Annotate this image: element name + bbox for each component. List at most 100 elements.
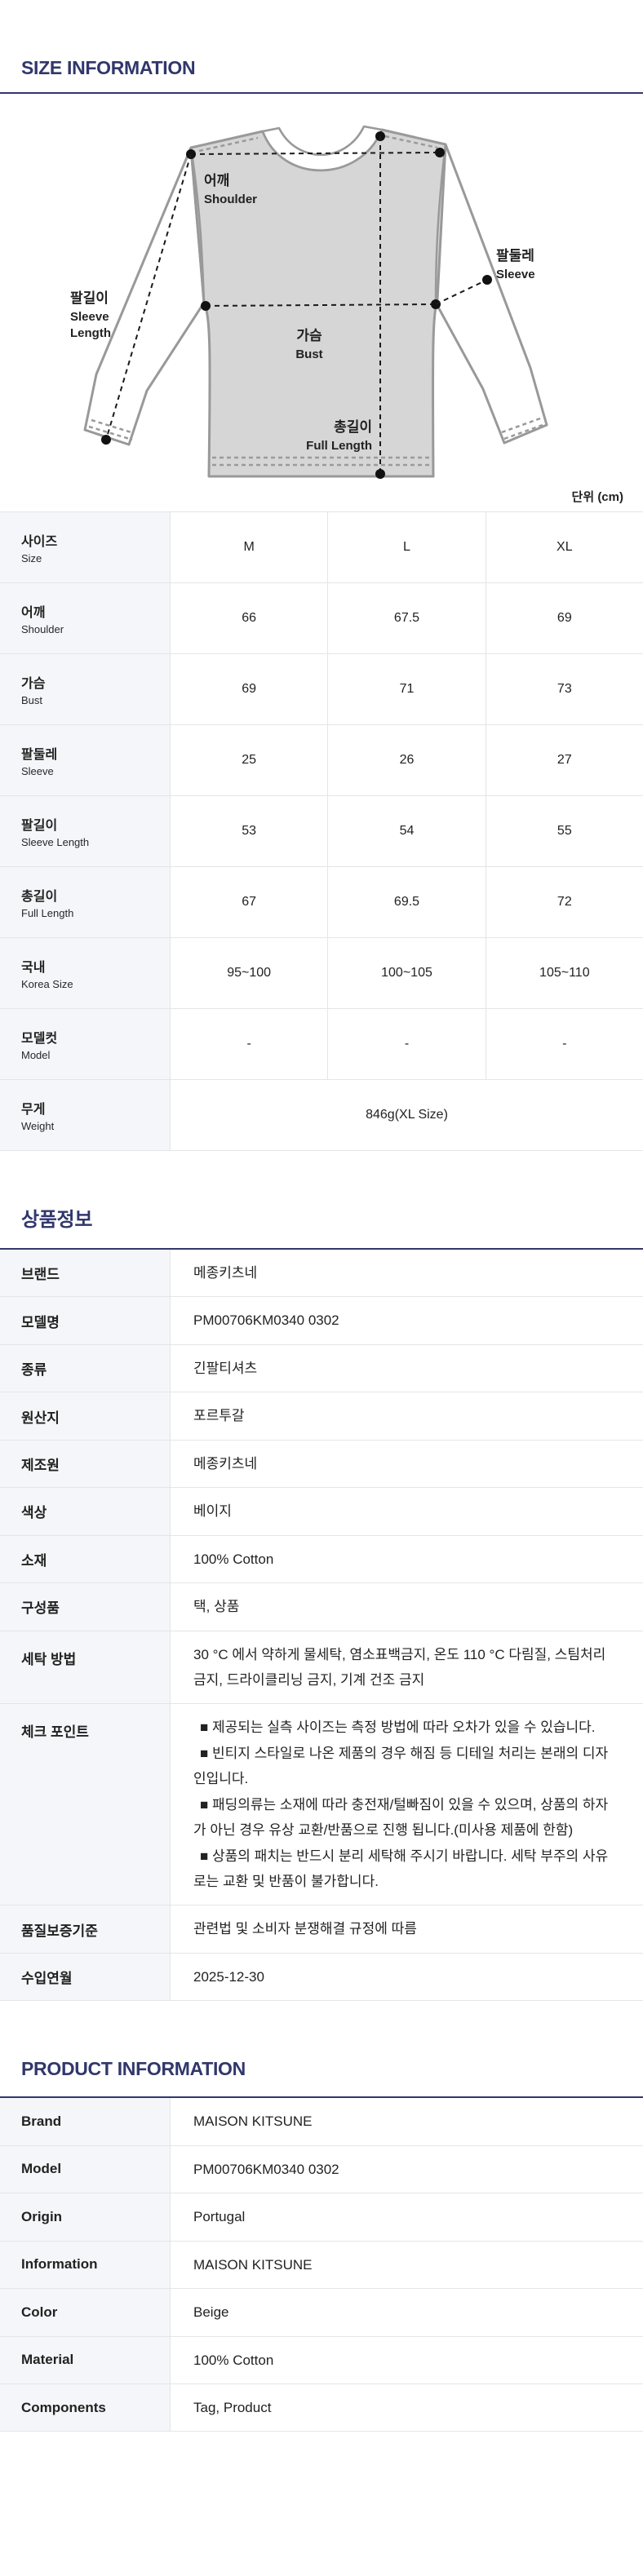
table-cell: 71 — [327, 654, 486, 725]
size-header-en: Size — [21, 552, 42, 564]
section-divider — [0, 92, 643, 94]
row-label-en: Shoulder — [21, 623, 64, 635]
info-row-label-wash: 세탁 방법 — [0, 1631, 170, 1705]
section-divider — [0, 2096, 643, 2099]
info-row-label: Information — [0, 2241, 170, 2290]
right-sleeve-shape — [434, 143, 548, 445]
table-cell: 105~110 — [485, 938, 643, 1009]
row-label-en: Full Length — [21, 907, 74, 919]
size-information-title: SIZE INFORMATION — [21, 57, 196, 78]
info-row-value: PM00706KM0340 0302 — [170, 1297, 643, 1345]
info-row-value: MAISON KITSUNE — [170, 2098, 643, 2146]
table-cell: 55 — [485, 796, 643, 867]
size-row-label: 국내 Korea Size — [0, 938, 170, 1009]
info-row-value: 메종키츠네 — [170, 1440, 643, 1489]
info-row-label: 소재 — [0, 1535, 170, 1584]
info-row-value: MAISON KITSUNE — [170, 2241, 643, 2290]
row-label-ko: 총길이 — [21, 890, 58, 904]
size-row-label: 팔길이 Sleeve Length — [0, 796, 170, 867]
size-row-label: 팔둘레 Sleeve — [0, 725, 170, 796]
left-cuff-stitch — [88, 418, 135, 441]
collar-inner-line — [277, 126, 366, 156]
info-row-label: Origin — [0, 2193, 170, 2242]
sleeve-edge-dot — [482, 275, 492, 285]
size-row-label-weight: 무게 Weight — [0, 1080, 170, 1151]
info-row-value: 포르투갈 — [170, 1392, 643, 1441]
row-label-ko: 무게 — [21, 1103, 46, 1117]
sleeve-measure-line — [435, 279, 488, 305]
row-label-ko: 팔길이 — [21, 819, 58, 833]
diagram-bust-label-en: Bust — [295, 347, 322, 361]
weight-value: 846g(XL Size) — [170, 1080, 643, 1151]
info-row-value: Portugal — [170, 2193, 643, 2242]
diagram-sleeve-label-ko: 팔둘레 — [496, 248, 534, 263]
sleeve-length-measure-line — [105, 153, 192, 440]
product-detail-page: SIZE INFORMATION — [0, 57, 643, 2432]
info-row-label-checkpoint: 체크 포인트 — [0, 1704, 170, 1906]
size-column-xl: XL — [485, 512, 643, 583]
size-table-header-label: 사이즈 Size — [0, 512, 170, 583]
product-info-ko-section: 상품정보 브랜드 메종키츠네 모델명 PM00706KM0340 0302 종류… — [0, 1203, 643, 2002]
sleeve-length-cuff-dot — [101, 435, 111, 445]
table-cell: - — [170, 1009, 328, 1080]
info-row-label: 종류 — [0, 1344, 170, 1393]
measurement-diagram: 어깨 Shoulder 팔둘레 Sleeve 팔길이 Sleeve Length… — [0, 94, 643, 486]
table-cell: 54 — [327, 796, 486, 867]
info-row-value: 택, 상품 — [170, 1583, 643, 1631]
table-cell: 69 — [485, 583, 643, 654]
table-cell: 25 — [170, 725, 328, 796]
bust-left-dot — [201, 301, 211, 311]
info-row-value: Beige — [170, 2289, 643, 2337]
product-info-en-title: PRODUCT INFORMATION — [21, 2058, 246, 2080]
row-label-ko: 팔둘레 — [21, 748, 58, 762]
row-label-en: Korea Size — [21, 978, 73, 990]
diagram-shoulder-label-ko: 어깨 — [204, 173, 229, 188]
info-row-value: 긴팔티셔츠 — [170, 1344, 643, 1393]
check-point-item: ■ 패딩의류는 소재에 따라 충전재/털빠짐이 있을 수 있으며, 상품의 하자… — [193, 1796, 609, 1839]
row-label-ko: 국내 — [21, 961, 46, 975]
row-label-ko: 어깨 — [21, 606, 46, 620]
shoulder-right-dot — [435, 148, 445, 157]
check-point-item: ■ 빈티지 스타일로 나온 제품의 경우 해짐 등 디테일 처리는 본래의 디자… — [193, 1745, 609, 1787]
table-cell: 67 — [170, 867, 328, 938]
section-divider — [0, 1248, 643, 1250]
diagram-sleeve-length-label-en2: Length — [70, 326, 111, 340]
info-row-value: Tag, Product — [170, 2383, 643, 2432]
diagram-sleeve-label-en: Sleeve — [496, 268, 535, 281]
info-row-value-wash: 30 °C 에서 약하게 물세탁, 염소표백금지, 온도 110 °C 다림질,… — [170, 1631, 643, 1705]
product-info-en-table: Brand MAISON KITSUNE Model PM00706KM0340… — [0, 2098, 643, 2432]
row-label-en: Sleeve — [21, 765, 54, 777]
row-label-en: Weight — [21, 1120, 55, 1132]
row-label-ko: 가슴 — [21, 677, 46, 691]
table-cell: - — [327, 1009, 486, 1080]
size-column-m: M — [170, 512, 328, 583]
info-row-label: 색상 — [0, 1488, 170, 1536]
bust-measure-line — [205, 303, 437, 307]
diagram-full-length-label-en: Full Length — [306, 439, 372, 453]
diagram-full-length-label-ko: 총길이 — [334, 419, 372, 435]
right-shoulder-stitch — [384, 135, 438, 149]
row-label-en: Sleeve Length — [21, 836, 90, 848]
size-column-l: L — [327, 512, 486, 583]
info-row-label: Model — [0, 2145, 170, 2194]
size-table: 사이즈 Size M L XL 어깨 Shoulder 66 67.5 69 가… — [0, 511, 643, 1151]
table-cell: 95~100 — [170, 938, 328, 1009]
size-row-label: 가슴 Bust — [0, 654, 170, 725]
size-row-label: 모델컷 Model — [0, 1009, 170, 1080]
product-info-ko-table: 브랜드 메종키츠네 모델명 PM00706KM0340 0302 종류 긴팔티셔… — [0, 1250, 643, 2002]
table-cell: 67.5 — [327, 583, 486, 654]
size-header-ko: 사이즈 — [21, 535, 58, 549]
table-cell: - — [485, 1009, 643, 1080]
info-row-value: 관련법 및 소비자 분쟁해결 규정에 따름 — [170, 1905, 643, 1954]
info-row-value: 2025-12-30 — [170, 1953, 643, 2002]
table-cell: 100~105 — [327, 938, 486, 1009]
shoulder-measure-line — [190, 152, 441, 155]
row-label-en: Model — [21, 1049, 51, 1061]
table-cell: 66 — [170, 583, 328, 654]
info-row-label: Material — [0, 2336, 170, 2384]
shirt-measurement-illustration: 어깨 Shoulder 팔둘레 Sleeve 팔길이 Sleeve Length… — [70, 125, 548, 479]
info-row-value: 100% Cotton — [170, 2336, 643, 2384]
row-label-ko: 모델컷 — [21, 1032, 58, 1046]
table-cell: 73 — [485, 654, 643, 725]
info-row-label: 원산지 — [0, 1392, 170, 1441]
